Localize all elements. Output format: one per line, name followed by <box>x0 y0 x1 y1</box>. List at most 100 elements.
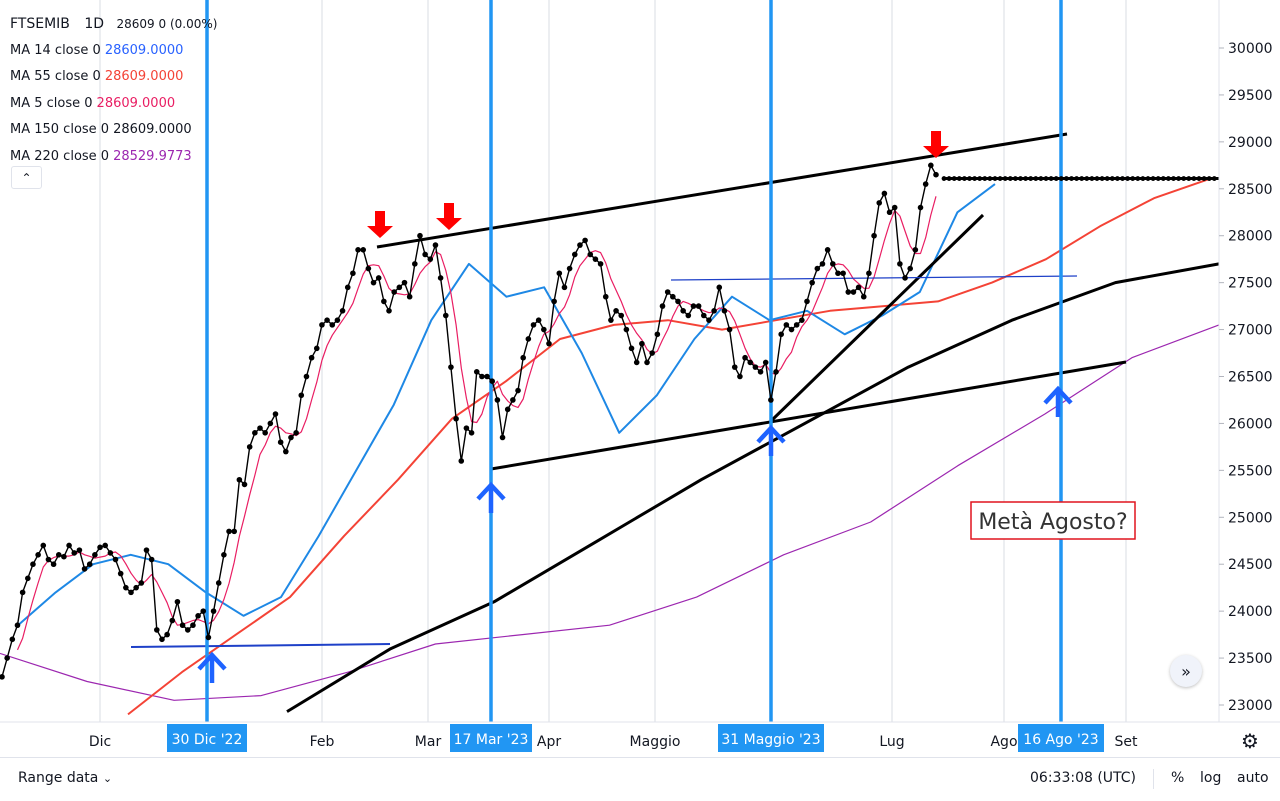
price-point <box>360 246 367 253</box>
price-flat-point <box>1125 176 1130 181</box>
range-data-button[interactable]: Range data ⌄ <box>18 770 113 786</box>
date-label: 17 Mar '23 <box>454 732 529 748</box>
price-point <box>757 369 764 375</box>
price-flat-point <box>1053 176 1059 181</box>
auto-scale-button[interactable]: auto <box>1237 770 1269 786</box>
legend-symbol-row[interactable]: FTSEMIB 1D 28609 0 (0.00%) <box>10 11 221 38</box>
price-point <box>520 354 526 361</box>
x-tick-label: Feb <box>310 734 335 750</box>
price-point <box>246 444 253 450</box>
price-point <box>19 589 26 596</box>
price-point <box>169 617 176 624</box>
price-point <box>231 528 238 535</box>
price-point <box>917 204 924 211</box>
time-axis[interactable]: Dic Feb Mar Apr Maggio Lug Ago Set <box>0 721 1280 750</box>
price-point <box>742 354 748 361</box>
price-point <box>344 284 351 291</box>
utc-clock[interactable]: 06:33:08 (UTC) <box>1030 770 1137 786</box>
price-point <box>582 237 588 244</box>
price-point <box>288 434 294 441</box>
x-tick-label: Dic <box>89 734 111 750</box>
chart-legend: FTSEMIB 1D 28609 0 (0.00%) MA 14 close 0… <box>10 11 221 170</box>
price-point <box>597 261 604 267</box>
price-point <box>845 289 852 295</box>
double-chevron-right-icon: » <box>1181 661 1191 681</box>
up-arrow-icon <box>476 481 506 501</box>
chart-area[interactable]: 30 Dic '22 17 Mar '23 31 Maggio '23 16 Ago … <box>0 0 1280 757</box>
percent-scale-button[interactable]: % <box>1171 770 1185 786</box>
price-flat-point <box>1145 176 1151 181</box>
price-flat-point <box>956 176 962 181</box>
annotation-box[interactable]: Metà Agosto? <box>970 501 1136 540</box>
legend-ma5[interactable]: MA 5 close 0 28609.0000 <box>10 95 176 111</box>
x-tick-label: Apr <box>537 734 561 750</box>
chart-grid <box>99 0 1127 722</box>
price-point <box>81 566 88 572</box>
price-point <box>76 547 83 553</box>
price-point <box>107 550 114 556</box>
price-point <box>133 584 139 591</box>
price-point <box>484 373 490 380</box>
legend-ma150[interactable]: MA 150 close 0 28609.0000 <box>10 122 192 137</box>
price-point <box>814 265 821 272</box>
price-point <box>221 552 227 558</box>
price-flat-point <box>1069 176 1074 181</box>
price-point <box>778 331 784 338</box>
price-point <box>546 340 552 347</box>
price-flat-point <box>1176 176 1181 181</box>
price-point <box>809 279 815 286</box>
settings-button[interactable]: ⚙ <box>1238 729 1262 753</box>
price-point <box>148 556 155 563</box>
price-point <box>577 242 583 248</box>
price-flat-point <box>1079 176 1085 181</box>
price-point <box>112 556 119 563</box>
legend-collapse-button[interactable]: ⌃ <box>11 166 42 189</box>
signal-arrows <box>197 131 1073 683</box>
log-scale-button[interactable]: log <box>1200 770 1222 786</box>
price-flat-point <box>1048 176 1054 181</box>
price-point <box>494 397 501 403</box>
price-flat-point <box>1115 176 1120 181</box>
price-point <box>179 622 186 629</box>
price-point <box>685 312 692 319</box>
price-point <box>381 298 387 305</box>
price-point <box>510 397 516 403</box>
price-point <box>907 265 913 272</box>
legend-ma14[interactable]: MA 14 close 0 28609.0000 <box>10 42 184 58</box>
vertical-date-markers[interactable]: 30 Dic '22 17 Mar '23 31 Maggio '23 16 Ago … <box>167 0 1104 752</box>
scroll-to-realtime-button[interactable]: » <box>1170 655 1202 687</box>
price-flat-point <box>977 176 983 181</box>
price-point <box>675 298 681 305</box>
price-flat-point <box>1084 176 1090 181</box>
price-point <box>623 326 630 333</box>
toolbar-divider <box>1153 769 1154 789</box>
price-point <box>928 162 934 169</box>
legend-ma220[interactable]: MA 220 close 0 28529.9773 <box>10 148 192 164</box>
price-axis[interactable]: 30000 29500 29000 28500 28000 27500 27000 26500… <box>1218 0 1273 722</box>
price-point <box>257 425 263 431</box>
price-point <box>329 322 336 328</box>
y-tick-label: 24500 <box>1228 557 1273 573</box>
date-label-bg <box>167 724 247 752</box>
ma150-line <box>286 262 1220 713</box>
price-series <box>0 162 1219 680</box>
price-point <box>566 265 573 272</box>
price-flat-point <box>1181 176 1187 181</box>
price-point <box>561 284 568 291</box>
price-flat-point <box>972 176 977 181</box>
price-point <box>159 636 165 643</box>
price-point <box>468 430 475 436</box>
price-flat-point <box>1023 176 1028 181</box>
price-point <box>871 232 877 239</box>
price-point <box>200 608 207 614</box>
price-point <box>876 200 883 206</box>
price-flat-point <box>1018 176 1023 181</box>
y-tick-label: 30000 <box>1228 41 1273 57</box>
legend-ma55[interactable]: MA 55 close 0 28609.0000 <box>10 69 184 84</box>
y-tick-label: 23500 <box>1228 651 1273 667</box>
price-point <box>897 261 903 267</box>
price-point <box>4 655 10 661</box>
annotation-text: Metà Agosto? <box>978 510 1127 535</box>
price-point <box>535 317 542 323</box>
price-point <box>143 547 150 553</box>
